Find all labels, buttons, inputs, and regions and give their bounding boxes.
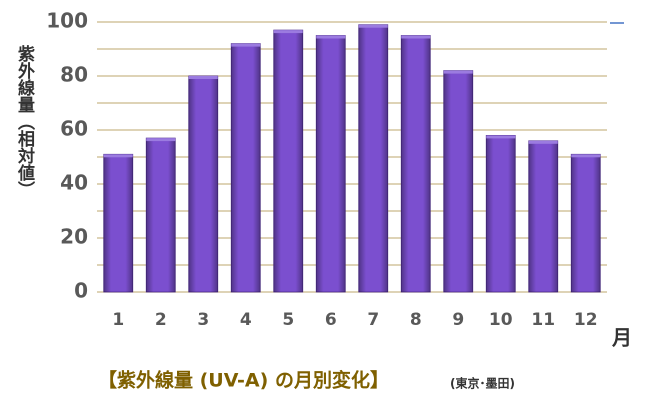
y-tick-label: 40 [60, 171, 88, 195]
x-tick-label: 5 [282, 310, 294, 330]
bar-cap [358, 24, 388, 28]
x-tick-label: 12 [574, 310, 598, 330]
bar-shade [528, 140, 558, 292]
bar-shade [103, 154, 133, 292]
bar-shade [443, 70, 473, 292]
bar [230, 43, 261, 293]
bar-cap [401, 35, 431, 39]
bar [358, 24, 389, 293]
bar-shade [188, 76, 218, 292]
x-tick-label: 1 [112, 310, 124, 330]
x-tick-label: 2 [155, 310, 167, 330]
bar-cap [316, 35, 346, 39]
bar [485, 134, 516, 293]
bar-cap [443, 70, 473, 74]
bar-shade [486, 135, 516, 292]
y-axis-label: 紫外線量（相対値） [14, 44, 36, 198]
y-tick-label: 0 [74, 279, 88, 303]
bar-cap [273, 30, 303, 34]
bar-shade [231, 43, 261, 292]
bar-shade [571, 154, 601, 292]
bar-shade [401, 35, 431, 292]
bar-cap [231, 43, 261, 47]
x-tick-label: 6 [325, 310, 337, 330]
x-axis-label: 月 [611, 326, 632, 350]
y-tick-label: 60 [60, 117, 88, 141]
bar [188, 75, 219, 293]
bar-shade [358, 24, 388, 292]
bar-shade [316, 35, 346, 292]
bar [145, 137, 176, 293]
x-tick-label: 8 [410, 310, 422, 330]
y-tick-label: 80 [60, 63, 88, 87]
x-tick-label: 10 [489, 310, 513, 330]
bar-cap [571, 154, 601, 158]
bar [315, 35, 346, 293]
x-tick-label: 9 [452, 310, 464, 330]
bar-cap [486, 135, 516, 139]
x-tick-label: 11 [531, 310, 555, 330]
x-tick-label: 7 [367, 310, 379, 330]
bar-cap [188, 76, 218, 79]
bar [570, 153, 601, 293]
bar [400, 35, 431, 293]
bar-shade [273, 30, 303, 292]
bar-cap [103, 154, 133, 158]
x-tick-label: 3 [197, 310, 209, 330]
bar [103, 153, 134, 293]
chart-title: 【紫外線量 (UV-A) の月別変化】 [98, 369, 389, 392]
bar-cap [528, 140, 558, 144]
bar-shade [146, 138, 176, 292]
bar-cap [146, 138, 176, 142]
y-tick-label: 20 [60, 225, 88, 249]
y-tick-label: 100 [46, 9, 88, 33]
bar [443, 70, 474, 293]
bar [528, 140, 559, 293]
bar [273, 29, 304, 293]
chart-subtitle: (東京･墨田) [450, 376, 515, 391]
x-tick-label: 4 [240, 310, 252, 330]
